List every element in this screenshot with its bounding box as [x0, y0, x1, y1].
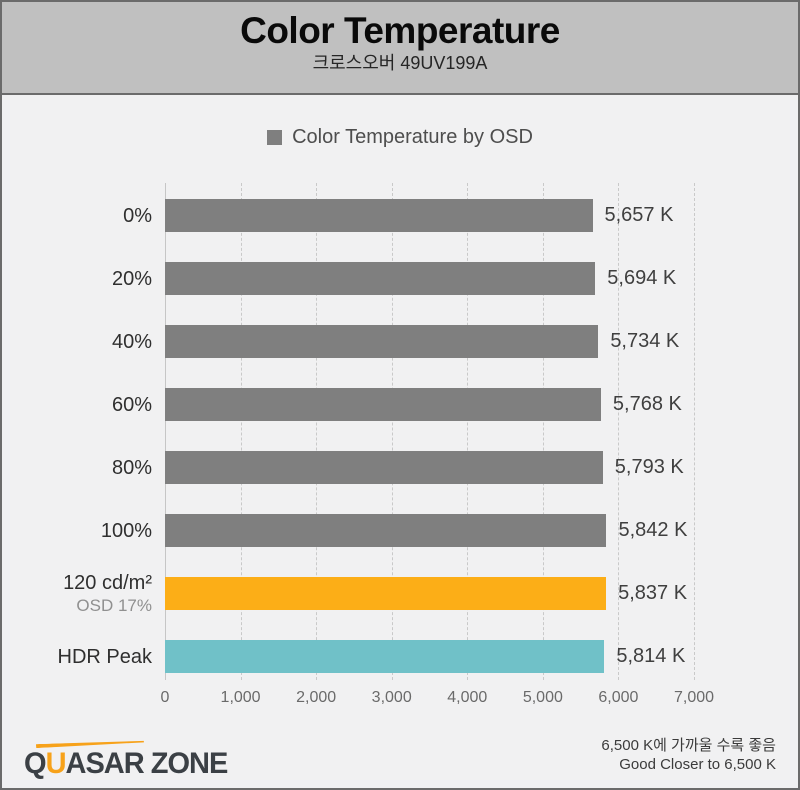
category-label: 0% — [123, 204, 152, 227]
bar — [165, 325, 599, 358]
value-label: 5,793 K — [614, 455, 684, 478]
x-axis-tick-label: 7,000 — [673, 689, 715, 706]
gridline — [694, 183, 695, 680]
category-label: 80% — [111, 456, 152, 479]
gridline — [391, 183, 393, 680]
x-axis-tick-label: 6,000 — [598, 689, 639, 706]
bar-row: 20% 5,694 K — [2, 247, 798, 310]
bar — [165, 262, 596, 295]
logo-text-q: Q — [24, 747, 47, 781]
page-subtitle: 크로스오버 49UV199A — [312, 53, 488, 73]
bar — [165, 640, 605, 673]
gridline — [618, 183, 620, 680]
category-label: 120 cd/m² OSD 17% — [2, 571, 152, 616]
x-axis-tick-label: 1,000 — [220, 689, 261, 706]
footer-note-english: Good Closer to 6,500 K — [619, 756, 776, 773]
x-axis-tick-label: 0 — [160, 689, 170, 706]
gridline — [165, 183, 166, 680]
bar-row: 100% 5,842 K — [2, 499, 798, 562]
gridline — [316, 183, 318, 680]
x-axis-tick-label: 4,000 — [447, 689, 488, 706]
quasarzone-logo: QUASAR ZONE — [24, 747, 229, 782]
bar-row: 80% 5,793 K — [2, 436, 798, 499]
bar — [165, 199, 593, 232]
value-label: 5,837 K — [618, 581, 688, 604]
bar-row: 60% 5,768 K — [2, 373, 798, 436]
category-sublabel: OSD 17% — [76, 596, 152, 615]
logo-text-rest: ASAR ZONE — [65, 747, 229, 781]
bar-row: 40% 5,734 K — [2, 310, 798, 373]
page-title: Color Temperature — [240, 10, 560, 51]
category-label: 40% — [111, 330, 152, 353]
bar-row: HDR Peak 5,814 K — [2, 625, 798, 688]
bar-row: 120 cd/m² OSD 17% 5,837 K — [2, 562, 798, 625]
legend: Color Temperature by OSD — [2, 126, 798, 149]
category-label: 20% — [111, 267, 152, 290]
value-label: 5,657 K — [604, 203, 674, 226]
category-label: 100% — [100, 519, 152, 542]
value-label: 5,694 K — [607, 266, 677, 289]
bar — [165, 388, 601, 421]
gridline — [542, 183, 544, 680]
legend-swatch-icon — [267, 130, 283, 145]
category-label: HDR Peak — [57, 645, 152, 668]
value-label: 5,734 K — [610, 329, 680, 352]
bar — [165, 577, 607, 610]
logo-text-u: U — [45, 747, 67, 781]
bar-row: 0% 5,657 K — [2, 184, 798, 247]
x-axis-tick-label: 3,000 — [371, 689, 412, 706]
bar — [165, 451, 603, 484]
category-label: 60% — [111, 393, 152, 416]
gridline — [240, 183, 242, 680]
footer-note: 6,500 K에 가까울 수록 좋음 Good Closer to 6,500 … — [601, 736, 776, 774]
value-label: 5,814 K — [616, 644, 686, 667]
x-axis-tick-label: 5,000 — [522, 689, 563, 706]
value-label: 5,768 K — [612, 392, 682, 415]
legend-label: Color Temperature by OSD — [292, 126, 533, 148]
bar — [165, 514, 607, 547]
footer-note-korean: 6,500 K에 가까울 수록 좋음 — [601, 737, 776, 754]
value-label: 5,842 K — [618, 518, 688, 541]
header: Color Temperature 크로스오버 49UV199A — [2, 2, 798, 95]
gridline — [467, 183, 469, 680]
x-axis-tick-label: 2,000 — [296, 689, 337, 706]
